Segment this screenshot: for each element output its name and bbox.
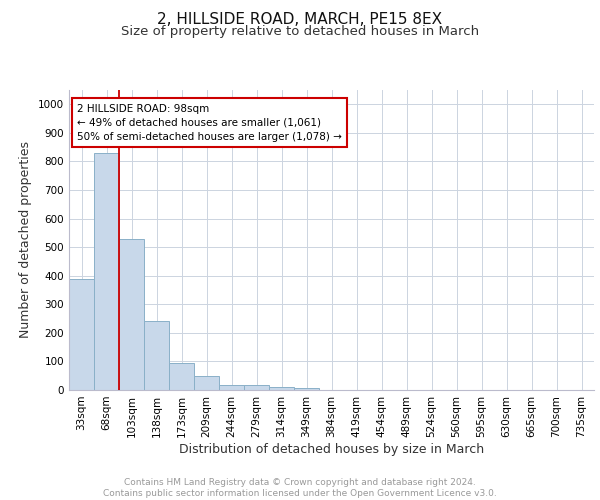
Y-axis label: Number of detached properties: Number of detached properties bbox=[19, 142, 32, 338]
Bar bbox=[144, 322, 169, 390]
Bar bbox=[69, 278, 94, 390]
Text: Contains HM Land Registry data © Crown copyright and database right 2024.
Contai: Contains HM Land Registry data © Crown c… bbox=[103, 478, 497, 498]
Bar bbox=[219, 385, 244, 390]
Bar bbox=[269, 386, 294, 390]
Text: 2 HILLSIDE ROAD: 98sqm
← 49% of detached houses are smaller (1,061)
50% of semi-: 2 HILLSIDE ROAD: 98sqm ← 49% of detached… bbox=[77, 104, 342, 142]
Bar bbox=[119, 238, 144, 390]
X-axis label: Distribution of detached houses by size in March: Distribution of detached houses by size … bbox=[179, 442, 484, 456]
Bar bbox=[244, 385, 269, 390]
Bar bbox=[94, 154, 119, 390]
Text: Size of property relative to detached houses in March: Size of property relative to detached ho… bbox=[121, 25, 479, 38]
Bar bbox=[169, 363, 194, 390]
Bar bbox=[194, 376, 219, 390]
Text: 2, HILLSIDE ROAD, MARCH, PE15 8EX: 2, HILLSIDE ROAD, MARCH, PE15 8EX bbox=[157, 12, 443, 28]
Bar bbox=[294, 388, 319, 390]
